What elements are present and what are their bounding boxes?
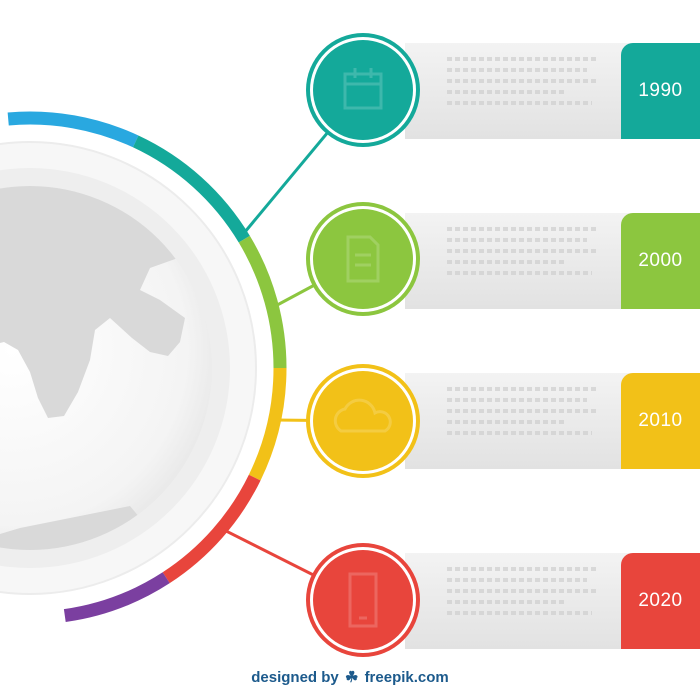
year-tab-1990: 1990 [621, 43, 700, 139]
cloud-icon [333, 398, 392, 433]
credit-line: designed by ☘ freepik.com [0, 668, 700, 686]
ring-segment [238, 235, 287, 369]
credit-prefix: designed by [251, 669, 339, 686]
node-fill [313, 371, 413, 471]
node-fill [313, 550, 413, 650]
ring-segment [63, 572, 170, 623]
node-fill [313, 209, 413, 309]
year-tab-2020: 2020 [621, 553, 700, 649]
year-tab-2000: 2000 [621, 213, 700, 309]
ring-segment [248, 367, 287, 481]
calendar-icon [343, 68, 383, 110]
milestone-node-2020 [306, 543, 420, 657]
ring-segment [162, 474, 261, 584]
placeholder-text [447, 57, 597, 112]
milestone-node-2010 [306, 364, 420, 478]
ring-segment [132, 135, 250, 243]
ring-segment [7, 111, 139, 148]
continents [0, 186, 196, 550]
milestone-nodes [306, 33, 420, 657]
mobile-phone-icon [348, 572, 378, 628]
placeholder-text [447, 227, 597, 282]
milestone-node-1990 [306, 33, 420, 147]
color-ring [7, 111, 287, 623]
placeholder-text [447, 387, 597, 442]
continent-shape [0, 506, 150, 550]
document-icon [346, 235, 380, 283]
credit-brand: freepik.com [364, 669, 449, 686]
freepik-logo-icon: ☘ [344, 669, 359, 686]
year-tab-2010: 2010 [621, 373, 700, 469]
node-fill [313, 40, 413, 140]
continent-shape [0, 186, 196, 418]
placeholder-text [447, 567, 597, 622]
milestone-node-2000 [306, 202, 420, 316]
